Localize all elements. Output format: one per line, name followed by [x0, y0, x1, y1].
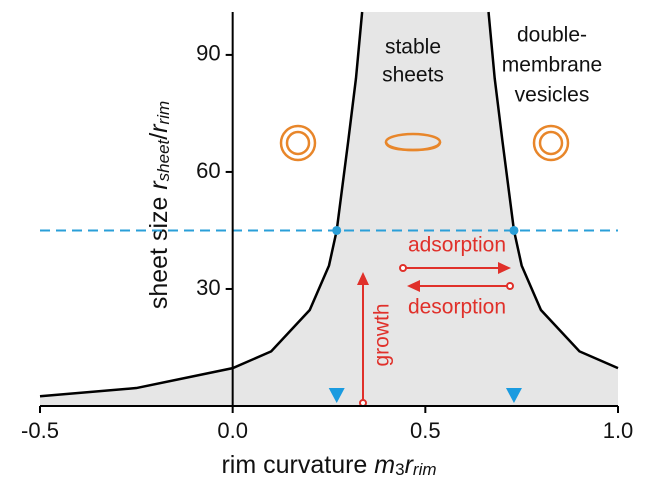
- crossing-marker: [505, 388, 522, 403]
- arrow-head: [407, 280, 420, 292]
- y-title-part: r: [145, 180, 173, 190]
- annotation: sheets: [382, 64, 444, 87]
- vesicle-icon: [279, 124, 317, 162]
- y-tick-label: 60: [196, 158, 220, 183]
- x-title-part: 3: [395, 460, 404, 479]
- y-title-part: r: [145, 123, 173, 133]
- arrow-head: [498, 262, 511, 274]
- vesicle-icon: [538, 130, 564, 156]
- y-title-part: sheet: [154, 138, 173, 181]
- annotation: desorption: [408, 296, 506, 319]
- x-tick-label: 0.0: [217, 418, 248, 443]
- annotation: growth: [371, 303, 394, 366]
- y-title-part: /: [145, 133, 173, 140]
- y-tick-label: 90: [196, 41, 220, 66]
- arrows: [357, 262, 514, 407]
- x-title-part: rim: [413, 460, 437, 479]
- x-title-part: m: [374, 451, 395, 479]
- arrow-tail: [399, 264, 407, 272]
- icons: [279, 124, 570, 162]
- annotation: adsorption: [408, 234, 506, 257]
- x-tick-label: 0.5: [410, 418, 441, 443]
- x-title-part: rim curvature: [221, 451, 374, 479]
- x-tick-label: -0.5: [21, 418, 59, 443]
- annotation: vesicles: [515, 84, 590, 107]
- boundary-line: [487, 11, 619, 370]
- annotation: double-: [517, 24, 587, 47]
- x-axis-title: rim curvature m3rrim: [221, 451, 436, 480]
- y-tick-label: 30: [196, 275, 220, 300]
- annotation: membrane: [502, 54, 602, 77]
- crossing-marker: [328, 388, 345, 403]
- sheet-icon: [384, 141, 442, 152]
- y-title-part: sheet size: [145, 190, 173, 310]
- y-title-part: rim: [154, 101, 173, 125]
- annotation: stable: [385, 36, 441, 59]
- x-tick-label: 1.0: [603, 418, 634, 443]
- crossing-dot: [332, 225, 342, 235]
- y-axis-title: sheet size rsheet/rrim: [145, 101, 174, 309]
- arrow-tail: [506, 282, 514, 290]
- arrow-head: [357, 272, 369, 285]
- vesicle-icon: [285, 130, 311, 156]
- crossing-dot: [509, 225, 519, 235]
- boundary-line: [39, 11, 364, 398]
- x-title-part: r: [405, 451, 415, 479]
- plot-background: [40, 12, 618, 406]
- vesicle-icon: [532, 124, 570, 162]
- stable-region: [40, 12, 618, 406]
